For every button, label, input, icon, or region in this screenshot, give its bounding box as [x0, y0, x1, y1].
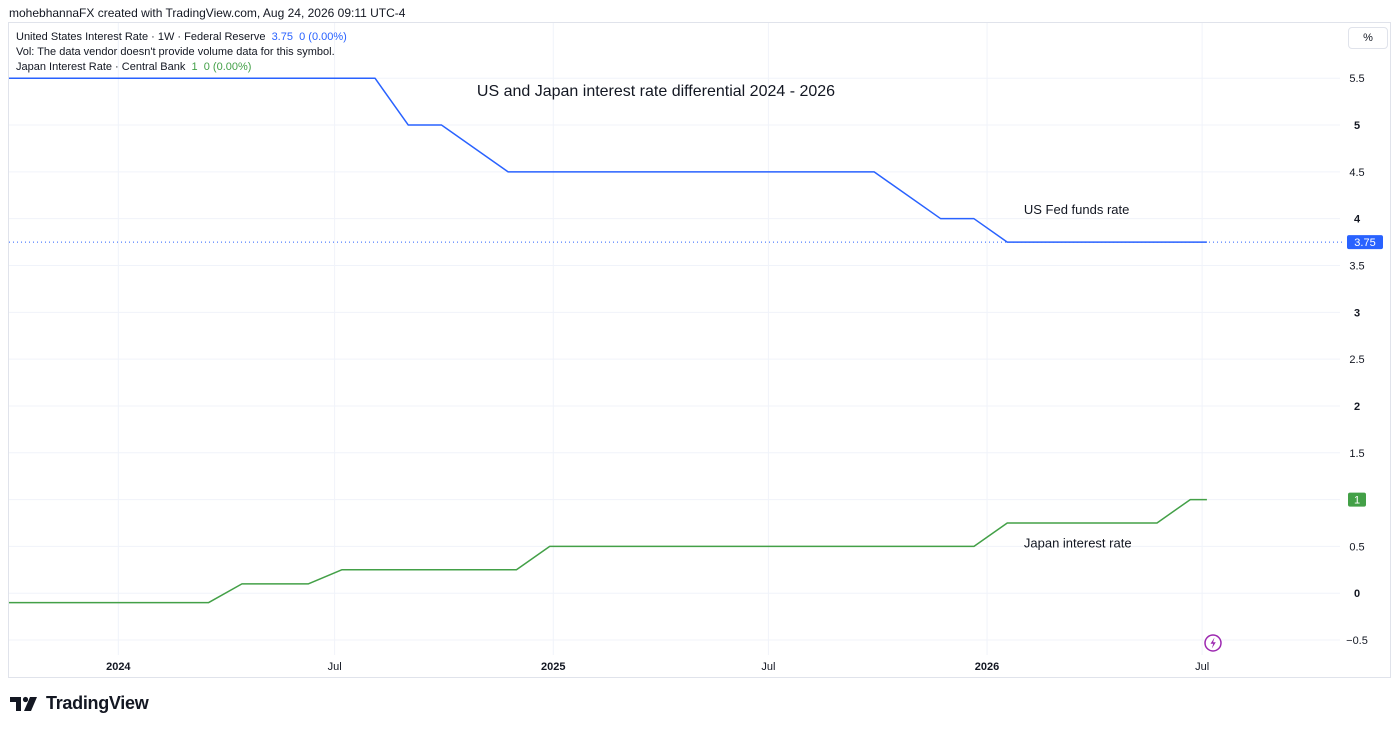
- us-rate-line[interactable]: [9, 77, 1207, 243]
- y-tick-label: 2: [1354, 401, 1360, 413]
- legend-jp-value: 1: [191, 61, 198, 73]
- chart-credit: mohebhannaFX created with TradingView.co…: [9, 6, 406, 20]
- chart-title: US and Japan interest rate differential …: [477, 83, 835, 100]
- legend-row-jp[interactable]: Japan Interest Rate · Central Bank 1 0 (…: [16, 60, 347, 75]
- x-axis: 2024 Jul 2025 Jul 2026 Jul: [106, 661, 1209, 673]
- y-axis: 5.5 5 4.5 4 3.5 3 2.5 2 1.5 0.5 0 −0.5: [1346, 73, 1368, 647]
- x-tick-label: 2026: [975, 661, 999, 673]
- y-tick-label: 4: [1354, 214, 1361, 226]
- legend-us-label: United States Interest Rate · 1W · Feder…: [16, 31, 266, 43]
- x-tick-label: 2025: [541, 661, 565, 673]
- grid-lines: [9, 23, 1340, 655]
- chart-legend: United States Interest Rate · 1W · Feder…: [16, 30, 347, 75]
- legend-us-change: 0 (0.00%): [299, 31, 347, 43]
- japan-series-annotation: Japan interest rate: [1024, 535, 1132, 550]
- value-badges: 3.75 1: [1347, 235, 1383, 507]
- tradingview-logo-text: TradingView: [46, 693, 149, 713]
- japan-rate-line[interactable]: [9, 498, 1207, 604]
- x-tick-label: Jul: [1195, 661, 1209, 673]
- us-series-annotation: US Fed funds rate: [1024, 202, 1129, 217]
- percent-scale-button[interactable]: %: [1348, 27, 1388, 49]
- japan-last-value-badge: [1348, 492, 1366, 507]
- lightning-event-icon[interactable]: [1204, 634, 1222, 652]
- legend-us-value: 3.75: [271, 31, 293, 43]
- series-lines: [9, 77, 1207, 604]
- us-last-value-text: 3.75: [1354, 237, 1375, 249]
- chart-annotations: US Fed funds rate Japan interest rate: [1024, 202, 1132, 550]
- y-tick-label: 0.5: [1349, 541, 1364, 553]
- x-tick-label: 2024: [106, 661, 131, 673]
- legend-jp-label: Japan Interest Rate · Central Bank: [16, 61, 186, 73]
- y-tick-label: 5: [1354, 120, 1360, 132]
- x-tick-label: Jul: [761, 661, 775, 673]
- chart-frame: [8, 22, 1391, 678]
- y-tick-label: 0: [1354, 588, 1360, 600]
- y-tick-label: 2.5: [1349, 354, 1364, 366]
- x-tick-label: Jul: [328, 661, 342, 673]
- tradingview-logo[interactable]: TradingView: [10, 693, 149, 714]
- legend-jp-change: 0 (0.00%): [203, 61, 252, 73]
- us-last-value-badge: [1347, 235, 1383, 250]
- y-tick-label: 4.5: [1349, 167, 1364, 179]
- y-tick-label: 1.5: [1349, 448, 1364, 460]
- y-tick-label: 3.5: [1349, 261, 1364, 273]
- legend-vol-note: Vol: The data vendor doesn't provide vol…: [16, 46, 335, 58]
- tradingview-logo-icon: [10, 696, 37, 711]
- legend-row-us[interactable]: United States Interest Rate · 1W · Feder…: [16, 30, 347, 45]
- y-tick-label: 3: [1354, 307, 1360, 319]
- y-tick-label: 5.5: [1349, 73, 1364, 85]
- japan-last-value-text: 1: [1354, 495, 1360, 507]
- y-tick-label: −0.5: [1346, 635, 1368, 647]
